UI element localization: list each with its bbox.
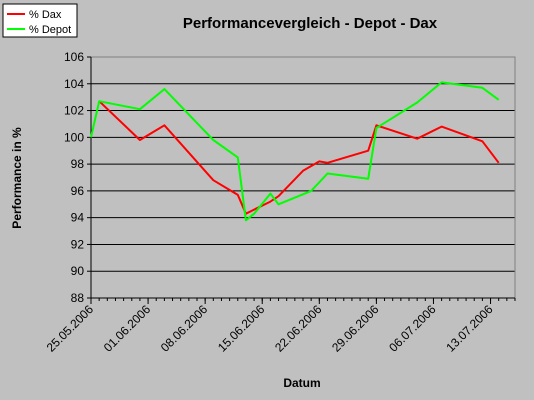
series-lines <box>90 81 500 222</box>
y-tick-label: 102 <box>64 104 84 118</box>
y-tick-label: 98 <box>71 157 85 171</box>
x-tick-label: 01.06.2006 <box>101 302 154 355</box>
x-tick-label: 06.07.2006 <box>386 302 439 355</box>
x-tick-label: 25.05.2006 <box>44 302 97 355</box>
x-tick-label: 29.06.2006 <box>329 302 382 355</box>
x-axis-ticks: 25.05.2006 01.06.2006 08.06.2006 15.06.2006… <box>44 298 516 355</box>
legend-box <box>2 3 78 38</box>
chart-title: Performancevergleich - Depot - Dax <box>183 15 438 32</box>
y-tick-label: 96 <box>71 184 85 198</box>
y-axis-title: Performance in % <box>10 127 24 229</box>
y-tick-label: 100 <box>64 130 84 144</box>
gridlines <box>91 56 515 299</box>
x-tick-label: 22.06.2006 <box>272 302 325 355</box>
y-tick-label: 106 <box>64 50 84 64</box>
x-tick-label: 15.06.2006 <box>215 302 268 355</box>
plot-area <box>90 56 516 299</box>
x-axis-title: Datum <box>283 376 320 390</box>
y-axis-ticks: 88 90 92 94 96 98 100 102 104 106 <box>64 50 91 305</box>
series-line-depot <box>90 81 500 222</box>
y-tick-label: 94 <box>71 211 85 225</box>
axes <box>90 57 515 299</box>
y-tick-label: 92 <box>71 237 85 251</box>
series-line-dax <box>98 100 500 215</box>
legend-label: % Depot <box>29 24 71 36</box>
legend: % Dax % Depot <box>2 3 78 38</box>
y-tick-label: 88 <box>71 291 85 305</box>
x-tick-label: 13.07.2006 <box>443 302 496 355</box>
y-tick-label: 104 <box>64 77 84 91</box>
x-tick-label: 08.06.2006 <box>158 302 211 355</box>
y-tick-label: 90 <box>71 264 85 278</box>
legend-label: % Dax <box>29 9 62 21</box>
